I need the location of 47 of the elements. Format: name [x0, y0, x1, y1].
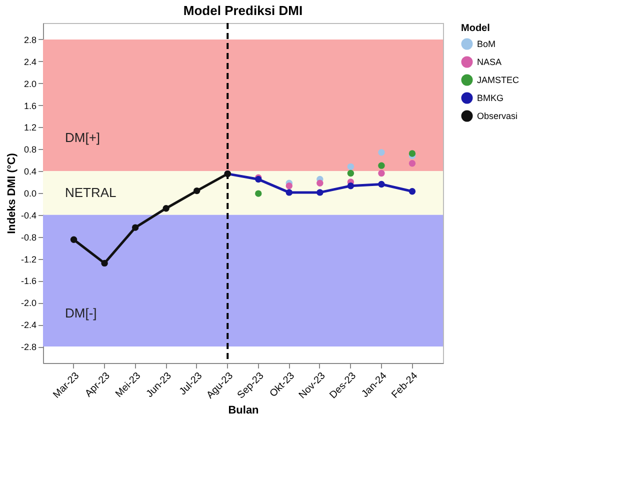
point: [286, 182, 293, 190]
point: [347, 170, 354, 177]
band-label: DM[-]: [65, 306, 97, 321]
band-label: DM[+]: [65, 130, 100, 146]
point: [162, 205, 170, 212]
y-tick-label: 0.8: [24, 144, 36, 155]
point: [408, 160, 416, 167]
y-tick-label: 1.6: [24, 100, 36, 111]
y-tick-label: 2.4: [24, 56, 36, 67]
legend-label: Observasi: [477, 111, 518, 121]
point: [347, 182, 354, 190]
point: [101, 260, 108, 267]
point: [378, 180, 385, 188]
point: [408, 150, 416, 157]
y-tick-label: -0.8: [20, 232, 36, 242]
y-tick-label: -2.8: [20, 342, 36, 352]
y-tick-label: -1.6: [20, 276, 36, 286]
point: [193, 187, 200, 194]
point: [378, 149, 385, 156]
point: [70, 236, 78, 243]
point: [408, 188, 416, 195]
y-axis-title: Indeks DMI (°C): [6, 152, 18, 234]
y-tick-label: 0.0: [24, 188, 36, 198]
legend-label: BoM: [477, 39, 496, 49]
point: [132, 224, 139, 231]
y-tick-label: 2.8: [24, 34, 36, 45]
legend-title: Model: [461, 23, 490, 34]
point: [286, 189, 293, 196]
legend-label: BMKG: [477, 93, 504, 103]
chart-title: Model Prediksi DMI: [183, 3, 303, 18]
x-axis-title: Bulan: [228, 404, 260, 416]
y-tick-label: 1.2: [24, 122, 36, 133]
y-tick-label: -2.0: [20, 298, 36, 308]
y-tick-label: 2.0: [24, 78, 36, 89]
point: [316, 180, 324, 186]
y-tick-label: -0.4: [20, 210, 36, 220]
point: [316, 189, 324, 196]
y-tick-label: -2.4: [20, 320, 36, 330]
y-tick-label: 0.4: [24, 166, 36, 177]
point: [255, 190, 262, 197]
legend-label: NASA: [477, 57, 502, 67]
point: [347, 163, 354, 170]
point: [378, 162, 385, 169]
legend-label: JAMSTEC: [477, 75, 520, 85]
band-label: NETRAL: [65, 185, 116, 200]
y-tick-label: -1.2: [20, 254, 36, 264]
point: [378, 170, 385, 177]
